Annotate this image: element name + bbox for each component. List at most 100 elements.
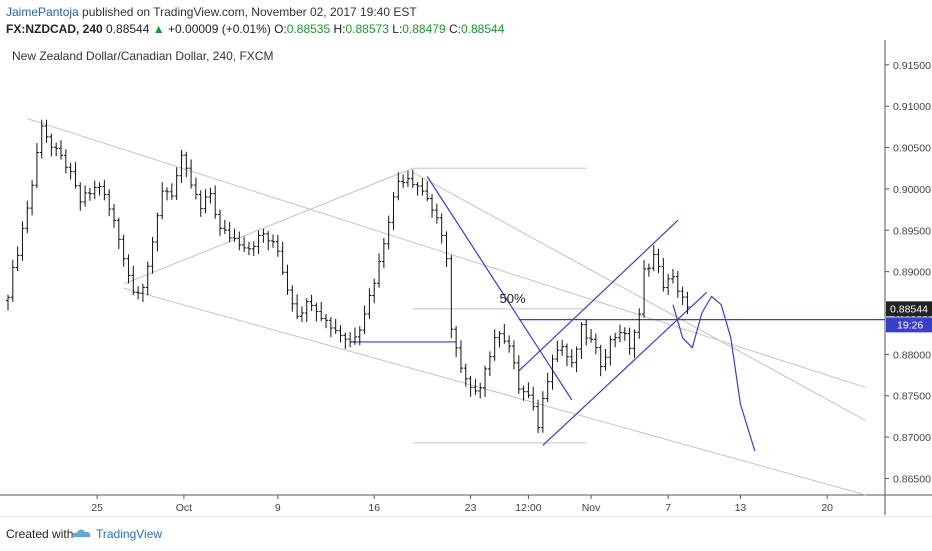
price-tick-label: 0.91500	[893, 60, 931, 72]
ohlc-bar	[511, 340, 516, 370]
ohlc-bar	[218, 209, 223, 236]
tradingview-logo-icon[interactable]	[70, 525, 92, 541]
ohlc-bar	[545, 372, 550, 403]
ohlc-bar	[598, 344, 603, 377]
ohlc-bar	[102, 179, 107, 201]
ohlc-bar	[309, 294, 314, 311]
time-tick-label: 13	[735, 502, 747, 514]
ohlc-bar	[492, 329, 497, 361]
up-arrow-icon: ▲	[152, 22, 165, 36]
open-label: O:	[274, 22, 287, 36]
ohlc-bar	[468, 375, 473, 397]
time-tick-label: 12:00	[515, 502, 541, 514]
ohlc-bar	[20, 221, 25, 261]
ohlc-bar	[333, 318, 338, 334]
ohlc-bar	[343, 332, 348, 349]
ohlc-bar	[497, 331, 502, 348]
symbol-label[interactable]: FX:NZDCAD, 240	[6, 22, 103, 36]
ohlc-bar	[430, 193, 435, 218]
ohlc-bars	[6, 119, 690, 434]
ohlc-bar	[295, 294, 300, 320]
ohlc-bar	[410, 169, 415, 188]
publish-info: published on TradingView.com, November 0…	[78, 5, 417, 19]
time-tick-label: 25	[91, 502, 103, 514]
ohlc-bar	[454, 325, 459, 357]
ohlc-bar	[87, 187, 92, 201]
ohlc-bar	[34, 143, 39, 189]
ohlc-bar	[478, 382, 483, 399]
chart-title: New Zealand Dollar/Canadian Dollar, 240,…	[12, 49, 273, 63]
time-tick-label: 9	[275, 502, 281, 514]
ohlc-bar	[92, 180, 97, 200]
ohlc-bar	[131, 265, 136, 296]
ohlc-bar	[150, 236, 155, 274]
ohlc-bar	[642, 260, 647, 318]
ohlc-bar	[670, 268, 675, 284]
ohlc-bar	[280, 241, 285, 276]
drawing-wedge-upper	[518, 219, 679, 372]
price-tick-label: 0.86500	[893, 473, 931, 485]
ohlc-bar	[242, 236, 247, 253]
ohlc-bar	[222, 219, 227, 235]
ohlc-bar	[15, 246, 20, 272]
price-change: +0.00009 (+0.01%)	[168, 22, 271, 36]
ohlc-bar	[319, 301, 324, 322]
ohlc-bar	[174, 167, 179, 200]
ohlc-bar	[536, 399, 541, 434]
ohlc-bar	[685, 291, 690, 315]
ohlc-bar	[439, 213, 444, 244]
ohlc-bar	[285, 264, 290, 295]
ohlc-bar	[579, 322, 584, 360]
ohlc-bar	[338, 325, 343, 343]
ohlc-bar	[656, 248, 661, 274]
price-axis[interactable]: 0.865000.870000.875000.880000.885000.890…	[885, 60, 931, 486]
ohlc-bar	[622, 327, 627, 341]
axis-tags: 0.88544 19:26	[886, 301, 932, 333]
ohlc-bar	[396, 172, 401, 201]
time-tick-label: 23	[465, 502, 477, 514]
ohlc-bar	[112, 203, 117, 228]
price-chart[interactable]: New Zealand Dollar/Canadian Dollar, 240,…	[0, 40, 932, 515]
drawings-layer	[27, 118, 885, 496]
time-tick-label: Nov	[582, 502, 601, 514]
drawing-rising-line	[123, 167, 413, 285]
ohlc-bar	[584, 319, 589, 346]
ohlc-bar	[483, 365, 488, 397]
ohlc-bar	[357, 326, 362, 346]
price-tick-label: 0.87000	[893, 432, 931, 444]
ohlc-bar	[237, 231, 242, 251]
ohlc-bar	[165, 187, 170, 201]
ohlc-bar	[68, 162, 73, 180]
ohlc-bar	[613, 332, 618, 348]
ohlc-bar	[184, 151, 189, 178]
chart-area[interactable]: New Zealand Dollar/Canadian Dollar, 240,…	[0, 40, 932, 515]
ohlc-bar	[420, 178, 425, 196]
time-axis[interactable]: 25 Oct 9 16 23 12:00 Nov 7 13 20	[91, 495, 833, 514]
quote-line: FX:NZDCAD, 240 0.88544 ▲ +0.00009 (+0.01…	[6, 22, 504, 36]
tradingview-brand[interactable]: TradingView	[96, 527, 163, 541]
ohlc-bar	[646, 263, 651, 277]
ohlc-bar	[121, 234, 126, 267]
ohlc-bar	[299, 306, 304, 322]
ohlc-bar	[271, 234, 276, 248]
plot-background	[0, 40, 885, 495]
author-link[interactable]: JaimePantoja	[6, 5, 79, 19]
ohlc-bar	[362, 305, 367, 334]
ohlc-bar	[275, 234, 280, 257]
ohlc-bar	[59, 140, 64, 160]
ohlc-bar	[473, 378, 478, 395]
ohlc-bar	[434, 203, 439, 224]
price-tick-label: 0.88000	[893, 349, 931, 361]
high-label: H:	[333, 22, 346, 36]
ohlc-bar	[531, 386, 536, 411]
ohlc-bar	[44, 119, 49, 143]
ohlc-bar	[261, 228, 266, 243]
ohlc-bar	[126, 254, 131, 284]
ohlc-bar	[179, 149, 184, 183]
time-tick-label: 20	[821, 502, 833, 514]
ohlc-bar	[232, 228, 237, 242]
ohlc-bar	[155, 212, 160, 252]
low-label: L:	[392, 22, 403, 36]
high-value: 0.88573	[345, 22, 389, 36]
ohlc-bar	[348, 332, 353, 348]
